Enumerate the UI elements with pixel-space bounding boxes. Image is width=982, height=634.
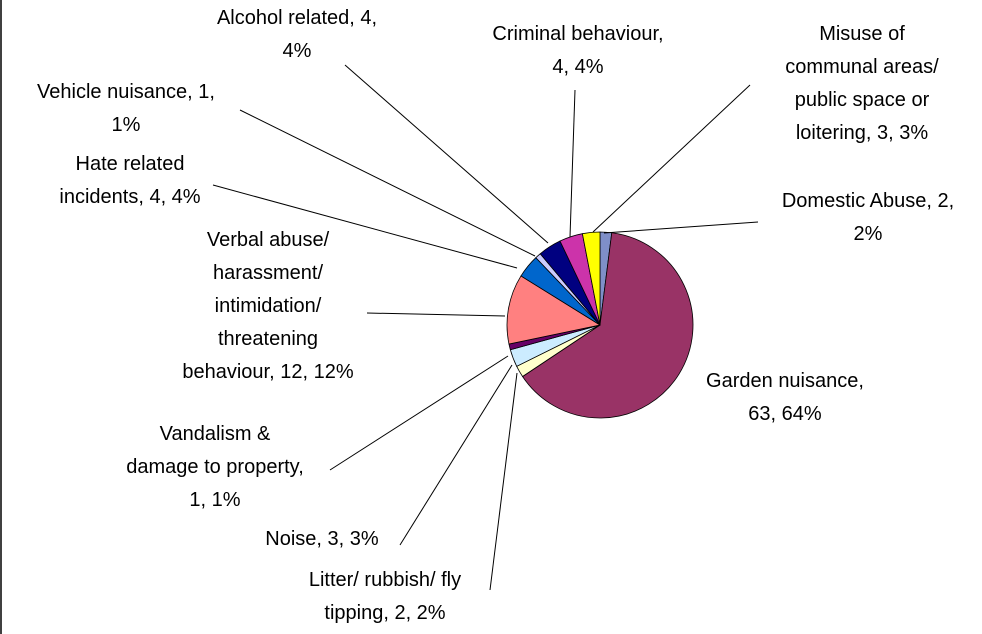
leader-line xyxy=(212,184,518,269)
leader-line xyxy=(239,109,536,257)
leader-line xyxy=(366,312,506,317)
leader-line xyxy=(329,355,509,471)
slice-label: Garden nuisance, 63, 64% xyxy=(706,370,864,425)
slice-label: Vandalism & damage to property, 1, 1% xyxy=(126,423,304,511)
slice-label: Misuse of communal areas/public space or l… xyxy=(785,23,939,144)
slice-label: Criminal behaviour, 4, 4% xyxy=(492,23,663,78)
pie-slice xyxy=(506,275,602,345)
leader-line xyxy=(344,64,549,244)
leader-line xyxy=(399,364,513,546)
leader-line xyxy=(569,89,576,238)
slice-label: Verbal abuse/harassment/intimidation/thr… xyxy=(182,229,353,383)
leader-line xyxy=(489,372,518,591)
slice-label: Noise, 3, 3% xyxy=(265,528,379,550)
pie-slice xyxy=(581,231,601,326)
slice-label: Vehicle nuisance, 1, 1% xyxy=(37,81,215,136)
slice-label: Hate related incidents, 4, 4% xyxy=(59,153,200,208)
leader-line xyxy=(592,84,751,233)
pie-slice xyxy=(522,232,694,419)
leader-line xyxy=(603,221,759,234)
slice-label: Litter/ rubbish/ fly tipping, 2, 2% xyxy=(309,569,461,624)
slice-label: Alcohol related, 4, 4% xyxy=(217,7,377,62)
slice-label: Domestic Abuse, 2, 2% xyxy=(782,190,954,245)
